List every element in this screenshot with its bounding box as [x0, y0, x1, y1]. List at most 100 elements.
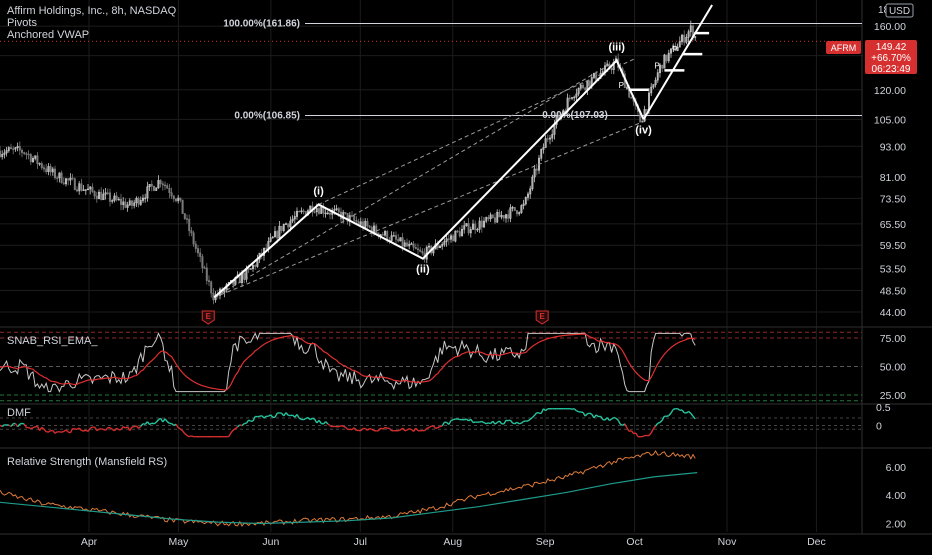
chart-title: Affirm Holdings, Inc., 8h, NASDAQ: [7, 5, 177, 17]
indicator-anchored-vwap-label[interactable]: Anchored VWAP: [7, 29, 89, 41]
candle-body: [662, 65, 663, 68]
fib-0-label: 0.00%(106.85): [234, 111, 300, 122]
time-axis-tick: May: [169, 536, 190, 548]
pivot-label: P: [619, 81, 624, 90]
dmf-line-segment: [385, 427, 387, 428]
candle-body: [76, 190, 77, 191]
rs-axis-tick: 6.00: [886, 462, 907, 474]
candle-body: [417, 249, 418, 250]
candle-body: [41, 163, 42, 167]
candle-body: [589, 81, 590, 86]
candle-body: [68, 179, 69, 180]
candle-body: [195, 244, 196, 249]
dmf-line-segment: [249, 420, 251, 421]
dmf-line-segment: [330, 426, 332, 427]
candle-body: [28, 154, 29, 155]
candle-body: [457, 231, 458, 232]
dmf-line-segment: [370, 428, 372, 429]
dmf-line-segment: [62, 431, 64, 432]
time-axis-tick: Jul: [354, 536, 367, 548]
dmf-line-segment: [191, 436, 193, 437]
rs-axis-tick: 4.00: [886, 490, 907, 502]
candle-body: [516, 211, 517, 214]
candle-body: [329, 213, 330, 214]
time-axis-tick: Apr: [81, 536, 98, 548]
dmf-panel-title[interactable]: DMF: [7, 407, 31, 419]
candle-body: [318, 208, 319, 213]
dmf-line-segment: [440, 426, 442, 427]
candle-body: [351, 216, 352, 217]
wave-label: (i): [313, 186, 324, 198]
candle-body: [422, 251, 423, 253]
candle-body: [109, 193, 110, 202]
dmf-line-segment: [480, 421, 482, 422]
candle-body: [459, 232, 460, 236]
price-axis-tick: 59.50: [880, 240, 906, 252]
rs-panel-title[interactable]: Relative Strength (Mansfield RS): [7, 456, 167, 468]
candle-body: [182, 200, 183, 214]
candle-body: [684, 35, 685, 42]
candle-body: [448, 239, 449, 240]
candle-body: [208, 281, 209, 282]
candle-body: [402, 238, 403, 247]
candle-body: [204, 268, 205, 269]
dmf-line-segment: [312, 418, 314, 419]
dmf-line-segment: [405, 430, 407, 431]
candle-body: [200, 253, 201, 257]
dmf-line-segment: [667, 416, 669, 417]
candle-body: [164, 185, 165, 186]
rsi-panel-title[interactable]: SNAB_RSI_EMA_: [7, 335, 98, 347]
price-axis-tick: 160.00: [874, 21, 906, 33]
dmf-line-segment: [189, 436, 191, 437]
fib-0-alt-label: 0.00%(107.03): [542, 110, 608, 121]
indicator-pivots-label[interactable]: Pivots: [7, 17, 37, 29]
candle-body: [356, 220, 357, 221]
candle-body: [299, 211, 300, 212]
last-price-change: +66.70%: [871, 53, 911, 64]
candle-body: [547, 139, 548, 140]
candle-body: [255, 265, 256, 266]
candle-body: [151, 184, 152, 186]
candle-body: [338, 209, 339, 213]
dmf-line-segment: [29, 428, 31, 429]
candle-body: [96, 196, 97, 199]
candle-body: [131, 201, 132, 206]
time-axis-tick: Aug: [443, 536, 462, 548]
dmf-line-segment: [101, 429, 103, 430]
candle-body: [508, 215, 509, 219]
dmf-line-segment: [81, 430, 83, 431]
dmf-line-segment: [99, 429, 101, 430]
candle-body: [153, 186, 154, 190]
candle-body: [74, 179, 75, 190]
price-axis-tick: 93.00: [880, 141, 906, 153]
rsi-axis-tick: 25.00: [880, 390, 906, 402]
dmf-line-segment: [658, 422, 660, 423]
dmf-line-segment: [409, 429, 411, 430]
candle-body: [631, 97, 632, 98]
candle-body: [303, 211, 304, 212]
candle-body: [125, 202, 126, 208]
candle-body: [395, 236, 396, 240]
candle-body: [514, 207, 515, 210]
candle-body: [248, 269, 249, 270]
price-axis-tick: 65.50: [880, 219, 906, 231]
wave-label: (iv): [635, 124, 652, 136]
candle-body: [43, 168, 44, 169]
candle-body: [569, 98, 570, 99]
candle-body: [57, 178, 58, 179]
candle-body: [503, 215, 504, 218]
dmf-line-segment: [486, 423, 488, 424]
dmf-line-segment: [343, 426, 345, 427]
candle-body: [202, 257, 203, 268]
price-axis-tick: 105.00: [874, 114, 906, 126]
candle-body: [160, 180, 161, 183]
candle-body: [492, 215, 493, 218]
dmf-line-segment: [519, 423, 521, 424]
candle-body: [468, 223, 469, 232]
price-axis-tick: 44.00: [880, 307, 906, 319]
dmf-line-segment: [453, 419, 455, 420]
fib-100-label: 100.00%(161.86): [223, 19, 300, 30]
candle-body: [81, 184, 82, 191]
candle-body: [406, 243, 407, 246]
